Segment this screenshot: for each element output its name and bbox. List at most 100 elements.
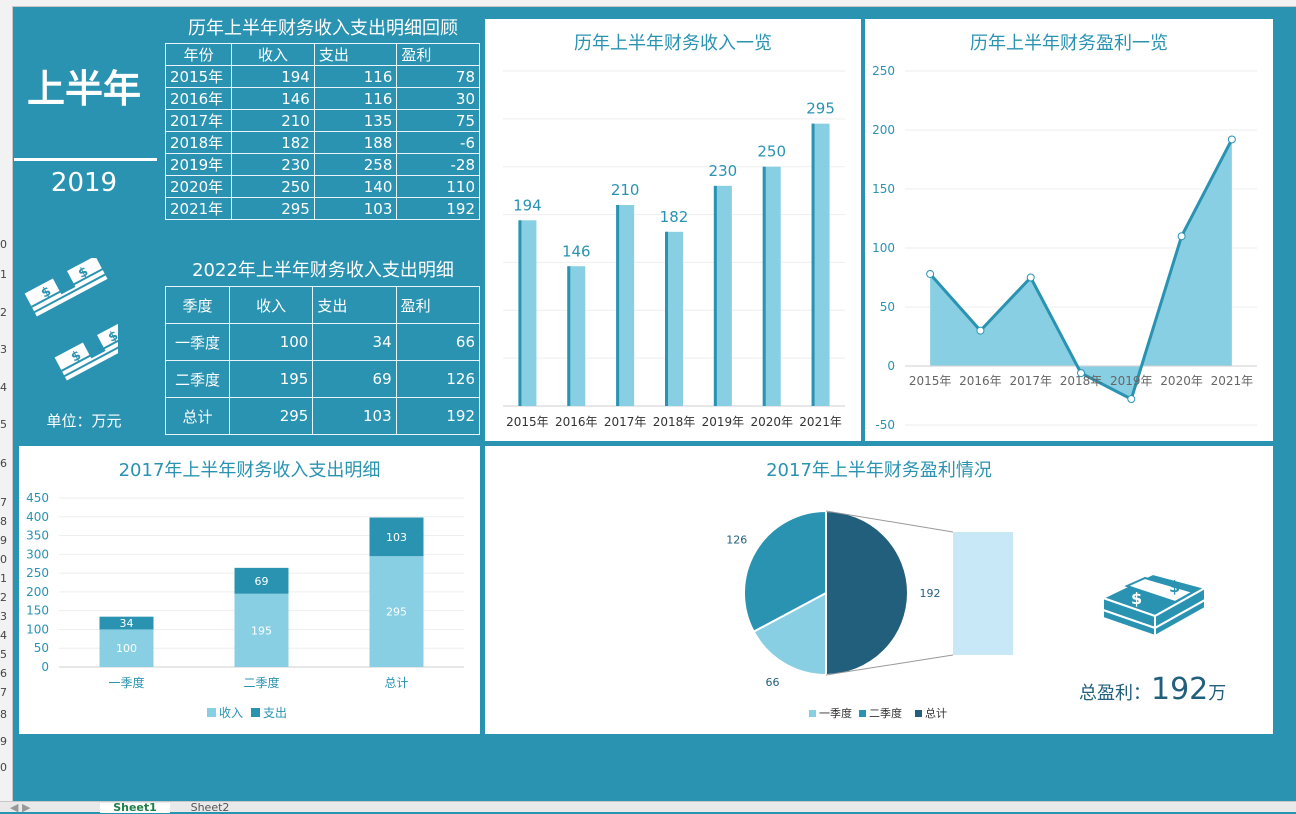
row-number[interactable]: 3: [0, 610, 7, 623]
y-tick-label: 250: [872, 64, 895, 78]
table-cell[interactable]: 69: [312, 360, 397, 398]
row-number[interactable]: 4: [0, 381, 7, 394]
sheet-tab-1[interactable]: Sheet1: [100, 802, 170, 813]
table-header-cell[interactable]: 支出: [313, 43, 398, 66]
table-header-cell[interactable]: 收入: [229, 286, 314, 324]
table-cell[interactable]: 78: [396, 65, 480, 88]
bar: [518, 220, 537, 406]
row-number[interactable]: 5: [0, 418, 7, 431]
pie-slice: [752, 591, 827, 677]
y-tick-label: 350: [26, 529, 49, 543]
summary-divider: [14, 158, 157, 161]
table-cell[interactable]: 2016年: [164, 87, 233, 110]
row-number[interactable]: 9: [0, 534, 7, 547]
row-number[interactable]: 0: [0, 238, 7, 251]
connector-line: [825, 654, 954, 676]
table-cell[interactable]: 2019年: [164, 153, 233, 176]
row-number[interactable]: 1: [0, 572, 7, 585]
tick-label: 2015年: [909, 374, 952, 388]
total-profit-label: 总盈利：: [1079, 683, 1151, 704]
table-cell[interactable]: 二季度: [164, 360, 231, 398]
table-header-cell[interactable]: 支出: [312, 286, 397, 324]
table-header-cell[interactable]: 季度: [164, 286, 231, 324]
table-header-cell[interactable]: 年份: [164, 43, 233, 66]
table-cell[interactable]: 140: [313, 175, 398, 198]
table-cell[interactable]: 75: [396, 109, 480, 132]
row-number[interactable]: 2: [0, 306, 7, 319]
table-cell[interactable]: 2018年: [164, 131, 233, 154]
table-cell[interactable]: 188: [313, 131, 398, 154]
row-number[interactable]: 2: [0, 591, 7, 604]
table-cell[interactable]: 66: [395, 323, 481, 361]
table-cell[interactable]: 一季度: [164, 323, 231, 361]
table-cell[interactable]: 295: [229, 397, 314, 435]
table-cell[interactable]: 103: [313, 197, 398, 220]
table-cell[interactable]: 30: [396, 87, 480, 110]
tick-label: 总计: [384, 676, 408, 690]
profit-chart-panel[interactable]: 历年上半年财务盈利一览 -50 0 50 100 150 200 250 2015年 2016年…: [865, 19, 1273, 441]
quarter-chart-panel[interactable]: 2017年上半年财务收入支出明细 0 50 100 150 200 250 300 350 40…: [19, 446, 480, 734]
row-number[interactable]: 0: [0, 761, 7, 774]
bar-edge: [713, 185, 717, 406]
table-cell[interactable]: 250: [231, 175, 315, 198]
row-number[interactable]: 1: [0, 268, 7, 281]
tick-label: 2019年: [702, 415, 745, 429]
table-cell[interactable]: 194: [231, 65, 315, 88]
table-cell[interactable]: 2021年: [164, 197, 233, 220]
table-row: 2016年 146 116 30: [164, 87, 480, 110]
table-cell[interactable]: 192: [395, 397, 481, 435]
table-cell[interactable]: 192: [396, 197, 480, 220]
table-row: 2021年 295 103 192: [164, 197, 480, 220]
table-cell[interactable]: 34: [312, 323, 397, 361]
row-number[interactable]: 5: [0, 648, 7, 661]
row-number[interactable]: 7: [0, 496, 7, 509]
table-cell[interactable]: 116: [313, 87, 398, 110]
data-label: 195: [251, 624, 272, 637]
tick-label: 2016年: [959, 374, 1002, 388]
row-number[interactable]: 3: [0, 343, 7, 356]
bar: [616, 205, 635, 406]
data-label: 230: [709, 162, 738, 180]
row-number[interactable]: 4: [0, 629, 7, 642]
table-cell[interactable]: 116: [313, 65, 398, 88]
data-label: 146: [562, 242, 591, 260]
table-cell[interactable]: -6: [396, 131, 480, 154]
table-cell[interactable]: 110: [396, 175, 480, 198]
table-cell[interactable]: -28: [396, 153, 480, 176]
income-chart-panel[interactable]: 历年上半年财务收入一览 194 2015年 146 2016年 210 2017年 182 2…: [485, 19, 861, 441]
row-number[interactable]: 9: [0, 735, 7, 748]
table-cell[interactable]: 146: [231, 87, 315, 110]
table-cell[interactable]: 103: [312, 397, 397, 435]
table-header-cell[interactable]: 收入: [231, 43, 315, 66]
table-cell[interactable]: 135: [313, 109, 398, 132]
table-cell[interactable]: 210: [231, 109, 315, 132]
bar-edge: [616, 205, 620, 406]
table-cell[interactable]: 258: [313, 153, 398, 176]
table-cell[interactable]: 295: [231, 197, 315, 220]
sheet-tab-2[interactable]: Sheet2: [190, 801, 230, 814]
tick-label: 2020年: [1160, 374, 1203, 388]
table-header-cell[interactable]: 盈利: [396, 43, 480, 66]
table-cell[interactable]: 2017年: [164, 109, 233, 132]
table-cell[interactable]: 126: [395, 360, 481, 398]
table-cell[interactable]: 195: [229, 360, 314, 398]
table-row: 2015年 194 116 78: [164, 65, 480, 88]
y-tick-label: 50: [880, 300, 895, 314]
table-header-cell[interactable]: 盈利: [395, 286, 481, 324]
table-cell[interactable]: 182: [231, 131, 315, 154]
row-number[interactable]: 6: [0, 667, 7, 680]
row-number[interactable]: 7: [0, 686, 7, 699]
table-cell[interactable]: 总计: [164, 397, 231, 435]
tick-label: 2017年: [1009, 374, 1052, 388]
table-cell[interactable]: 100: [229, 323, 314, 361]
nav-arrows-icon[interactable]: ◀ ▶: [10, 801, 31, 814]
row-number[interactable]: 6: [0, 457, 7, 470]
row-number[interactable]: 0: [0, 553, 7, 566]
table-cell[interactable]: 2020年: [164, 175, 233, 198]
y-tick-label: 200: [26, 585, 49, 599]
table-cell[interactable]: 230: [231, 153, 315, 176]
row-number[interactable]: 8: [0, 515, 7, 528]
table-cell[interactable]: 2015年: [164, 65, 233, 88]
row-number[interactable]: 8: [0, 708, 7, 721]
pie-chart-panel[interactable]: 2017年上半年财务盈利情况 192 66 126 一季度 二季度 总计 $ $ 总盈利：…: [485, 446, 1273, 734]
